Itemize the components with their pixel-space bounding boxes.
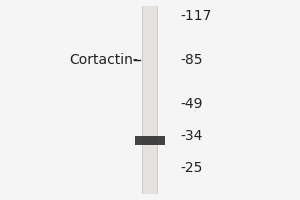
Text: -25: -25 (180, 161, 203, 175)
Text: -34: -34 (180, 129, 203, 143)
Text: -85: -85 (180, 53, 203, 67)
Bar (142, 6, 143, 194)
Bar (157, 6, 158, 194)
Bar (142, 6, 158, 194)
Text: -49: -49 (180, 97, 203, 111)
Text: -117: -117 (180, 9, 212, 23)
Text: Cortactin-: Cortactin- (69, 53, 138, 67)
Bar (135, 136, 165, 144)
